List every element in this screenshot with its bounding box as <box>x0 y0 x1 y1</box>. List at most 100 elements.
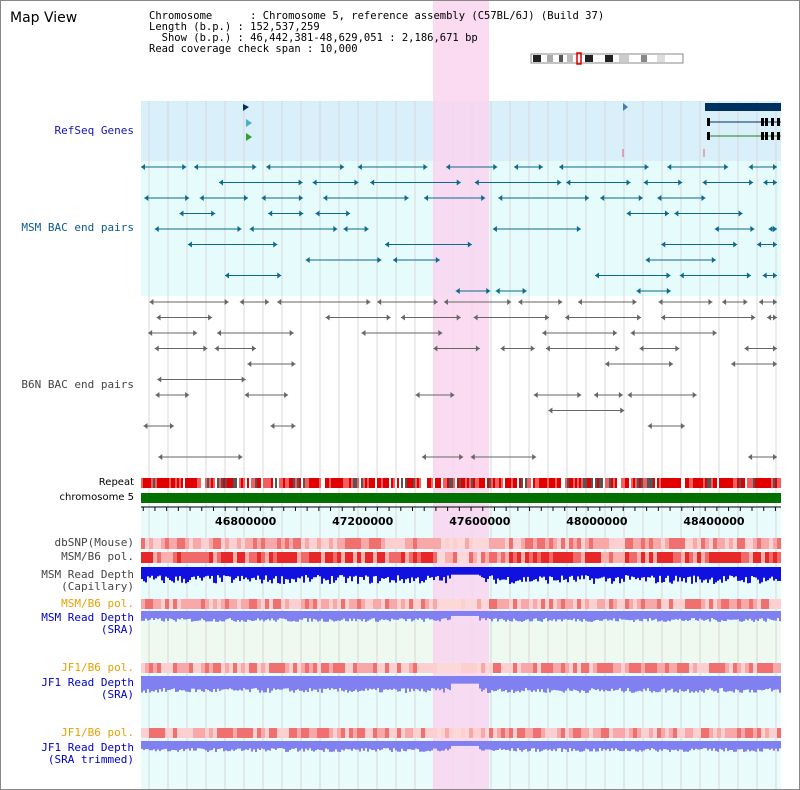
jf1-depth-trimmed-bar <box>459 741 461 746</box>
jf1-depth-trimmed-bar <box>645 741 647 750</box>
msm-pol-cell <box>309 552 313 563</box>
msm-depth-sra-bar <box>313 611 315 619</box>
msm-depth-sra-bar <box>161 611 163 621</box>
msm-depth-sra-bar <box>659 611 661 622</box>
jf1-pol-cell <box>645 663 649 673</box>
label-repeat[interactable]: Repeat <box>98 477 134 488</box>
dbsnp-cell <box>429 538 433 549</box>
msm-depth-capillary-bar <box>583 567 585 580</box>
label-jf1-b6-pol-1[interactable]: JF1/B6 pol. <box>61 661 134 674</box>
msm-pol2-cell <box>377 599 381 609</box>
label-msm-b6-pol-1[interactable]: MSM/B6 pol. <box>61 550 134 563</box>
jf1-depth-sra-bar <box>213 676 215 689</box>
msm-pol-cell <box>317 552 321 563</box>
label-refseq-genes[interactable]: RefSeq Genes <box>54 124 134 137</box>
dbsnp-cell <box>449 538 453 549</box>
msm-pol2-cell <box>757 599 761 609</box>
jf1-depth-sra-bar <box>731 676 733 692</box>
msm-depth-sra-bar <box>695 611 697 621</box>
msm-depth-sra-bar <box>193 611 195 622</box>
repeat-seg <box>635 478 637 488</box>
jf1-pol2-cell <box>249 728 253 738</box>
msm-depth-sra-bar <box>769 611 771 620</box>
msm-depth-sra-bar <box>703 611 705 621</box>
repeat-seg <box>679 478 681 488</box>
repeat-seg <box>637 478 639 488</box>
repeat-seg <box>661 478 663 488</box>
map-view-title: Map View <box>10 10 78 26</box>
jf1-depth-sra-bar <box>355 676 357 690</box>
jf1-depth-sra-bar <box>165 676 167 692</box>
repeat-seg <box>651 478 653 488</box>
msm-bac-end <box>492 226 497 232</box>
jf1-depth-trimmed-bar <box>591 741 593 752</box>
chromosome-ideogram[interactable] <box>530 52 684 65</box>
msm-pol2-cell <box>417 599 421 609</box>
jf1-depth-trimmed-bar <box>609 741 611 752</box>
jf1-depth-trimmed-bar <box>765 741 767 749</box>
msm-depth-capillary-bar <box>503 567 505 580</box>
dbsnp-cell <box>377 538 381 549</box>
label-msm-depth-capillary[interactable]: MSM Read Depth <box>41 568 134 581</box>
msm-pol-cell <box>165 552 169 563</box>
label-jf1-b6-pol-2[interactable]: JF1/B6 pol. <box>61 726 134 739</box>
msm-pol-cell <box>437 552 441 563</box>
jf1-depth-trimmed-bar <box>751 741 753 751</box>
msm-bac-end <box>354 179 359 186</box>
msm-bac-end <box>244 195 249 201</box>
jf1-depth-trimmed-bar <box>327 741 329 750</box>
label-jf1-depth-trimmed[interactable]: JF1 Read Depth <box>41 741 134 754</box>
label-msm-b6-pol-2[interactable]: MSM/B6 pol. <box>61 597 134 610</box>
msm-depth-sra-bar <box>451 611 453 616</box>
jf1-depth-trimmed-bar <box>711 741 713 751</box>
dbsnp-cell <box>637 538 641 549</box>
jf1-depth-sra-bar <box>295 676 297 691</box>
msm-bac-end <box>645 257 650 263</box>
msm-depth-sra-bar <box>605 611 607 619</box>
repeat-seg <box>485 478 487 488</box>
jf1-depth-trimmed-bar <box>301 741 303 749</box>
msm-pol2-cell <box>777 599 781 609</box>
repeat-seg <box>241 478 243 488</box>
dbsnp-cell <box>697 538 701 549</box>
b6n-bac-end <box>518 299 523 305</box>
dbsnp-cell <box>409 538 413 549</box>
msm-depth-capillary-bar <box>683 567 685 579</box>
repeat-seg <box>327 478 329 488</box>
jf1-pol2-cell <box>293 728 297 738</box>
jf1-depth-trimmed-bar <box>225 741 227 751</box>
msm-pol2-cell <box>189 599 193 609</box>
msm-pol2-cell <box>657 599 661 609</box>
label-b6n-bac[interactable]: B6N BAC end pairs <box>21 378 134 391</box>
label-dbsnp[interactable]: dbSNP(Mouse) <box>54 536 134 549</box>
jf1-depth-trimmed-bar <box>359 741 361 752</box>
jf1-depth-trimmed-bar <box>343 741 345 751</box>
jf1-pol2-cell <box>645 728 649 738</box>
jf1-depth-trimmed-bar <box>625 741 627 749</box>
msm-depth-capillary-bar <box>331 567 333 577</box>
jf1-depth-trimmed-bar <box>605 741 607 751</box>
msm-depth-sra-bar <box>549 611 551 621</box>
msm-pol-cell <box>193 552 197 563</box>
msm-depth-sra-bar <box>287 611 289 622</box>
jf1-pol2-cell <box>301 728 305 738</box>
label-msm-depth-sra[interactable]: MSM Read Depth <box>41 611 134 624</box>
repeat-seg <box>143 478 145 488</box>
msm-pol2-cell <box>569 599 573 609</box>
jf1-depth-sra-bar <box>409 676 411 692</box>
msm-depth-capillary-bar <box>271 567 273 584</box>
msm-depth-capillary-bar <box>235 567 237 579</box>
msm-pol2-cell <box>397 599 401 609</box>
jf1-depth-trimmed-bar <box>665 741 667 750</box>
label-jf1-depth-sra[interactable]: JF1 Read Depth <box>41 676 134 689</box>
msm-depth-capillary-bar <box>755 567 757 578</box>
dbsnp-cell <box>445 538 449 549</box>
jf1-depth-trimmed-bar <box>345 741 347 749</box>
msm-depth-capillary-bar <box>347 567 349 579</box>
msm-depth-capillary-bar <box>171 567 173 582</box>
jf1-depth-trimmed-bar <box>321 741 323 751</box>
dbsnp-cell <box>313 538 317 549</box>
label-msm-bac[interactable]: MSM BAC end pairs <box>21 221 134 234</box>
msm-depth-sra-bar <box>265 611 267 621</box>
